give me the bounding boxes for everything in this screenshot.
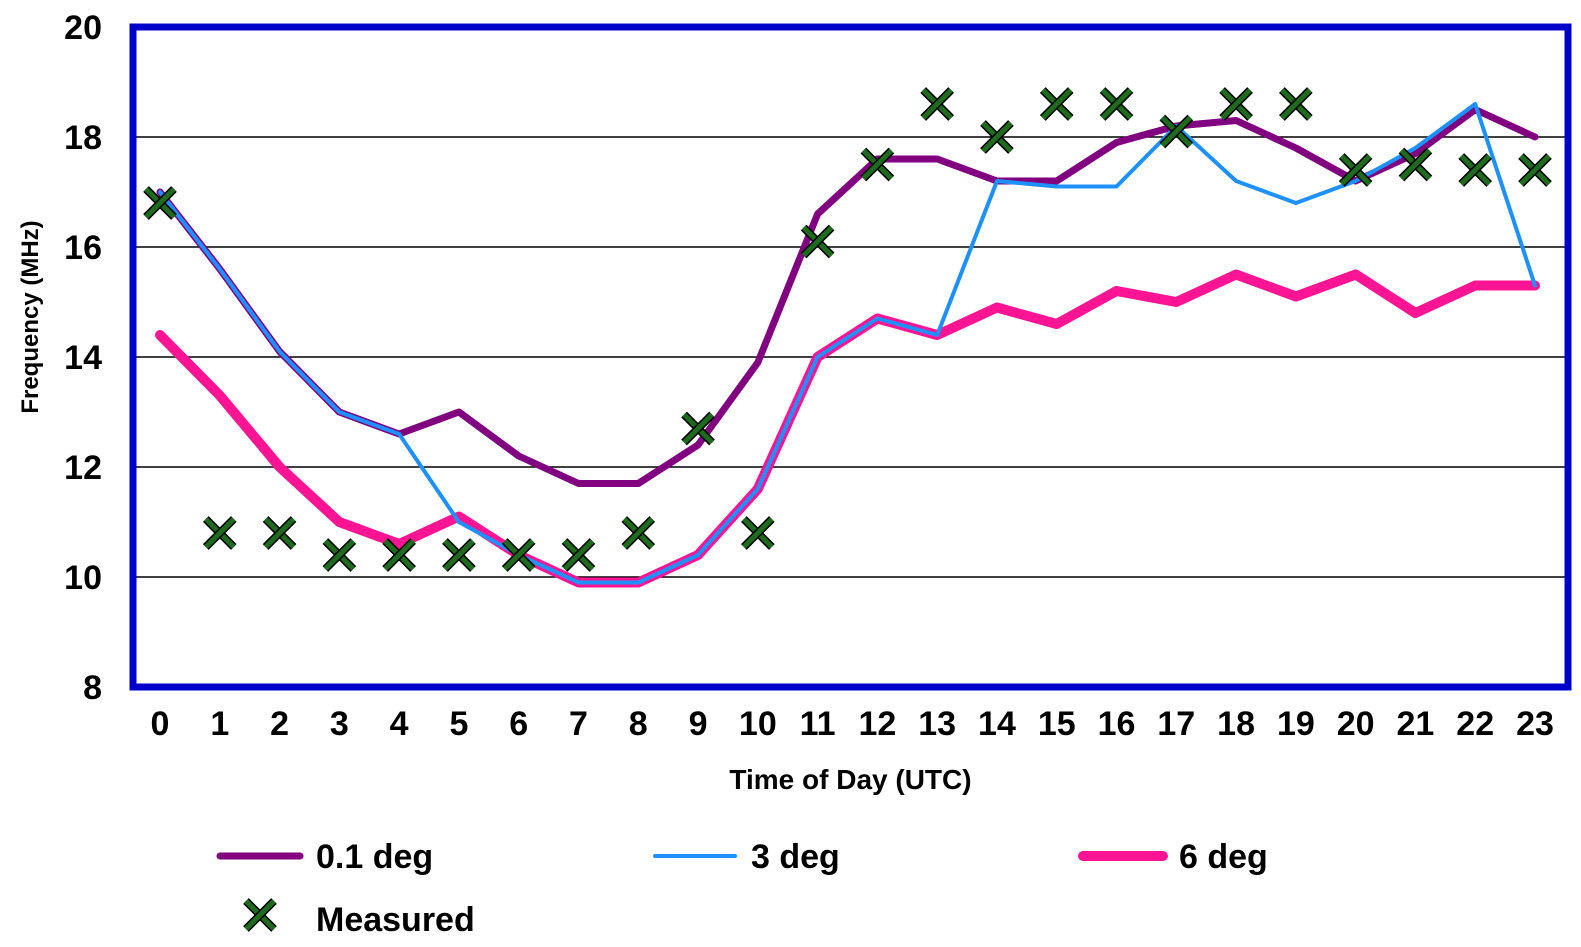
x-tick-label: 10: [739, 705, 777, 743]
x-tick-label: 13: [918, 705, 956, 743]
x-tick-label: 3: [330, 705, 349, 743]
x-tick-label: 4: [390, 705, 409, 743]
x-tick-label: 9: [689, 705, 708, 743]
legend-label: Measured: [316, 901, 475, 939]
measured-marker: [322, 538, 357, 572]
series-line-6-deg: [155, 269, 1540, 588]
measured-marker: [561, 538, 596, 572]
x-tick-label: 23: [1516, 705, 1554, 743]
legend-label: 0.1 deg: [316, 838, 433, 876]
measured-marker: [1039, 87, 1074, 121]
measured-marker: [740, 516, 775, 550]
measured-marker: [1099, 87, 1134, 121]
measured-marker: [262, 516, 297, 550]
x-tick-label: 8: [629, 705, 648, 743]
x-tick-label: 22: [1456, 705, 1494, 743]
x-axis-title: Time of Day (UTC): [729, 764, 971, 795]
x-tick-label: 0: [151, 705, 170, 743]
x-tick-label: 1: [210, 705, 229, 743]
plot-frame: [129, 23, 1572, 691]
legend-item: 0.1 deg: [216, 838, 433, 876]
y-tick-label: 8: [83, 669, 102, 707]
x-tick-label: 20: [1337, 705, 1375, 743]
series-layer: [155, 102, 1540, 588]
measured-marker: [621, 516, 656, 550]
measured-marker: [501, 538, 536, 572]
measured-marker: [202, 516, 237, 550]
gridlines: [133, 136, 1568, 578]
y-tick-label: 16: [64, 229, 102, 267]
series-line-3-deg: [158, 102, 1537, 585]
x-axis-ticks: 0 1 2 3 4 5 6 7 8 9 10 11 12 13 14 15 16 17 18 19 20 21 22 23: [151, 705, 1554, 743]
x-tick-label: 6: [509, 705, 528, 743]
measured-marker: [1279, 87, 1313, 121]
x-tick-label: 2: [270, 705, 289, 743]
legend-swatch: [243, 898, 277, 932]
x-tick-label: 11: [800, 705, 836, 743]
y-tick-label: 18: [64, 119, 102, 157]
y-tick-label: 14: [64, 339, 102, 377]
measured-marker: [860, 147, 895, 182]
measured-marker: [143, 186, 177, 220]
series-line-0-1-deg: [156, 106, 1539, 487]
x-tick-label: 21: [1397, 705, 1435, 743]
legend-item: 3 deg: [653, 838, 840, 876]
x-tick-label: 16: [1098, 705, 1136, 743]
legend-label: 3 deg: [751, 838, 840, 876]
legend-item: 6 deg: [1078, 838, 1268, 876]
y-axis-ticks: 8 10 12 14 16 18 20: [64, 9, 102, 707]
x-tick-label: 12: [858, 705, 896, 743]
measured-marker: [442, 538, 476, 572]
measured-marker: [1159, 114, 1194, 149]
measured-marker: [920, 87, 955, 121]
legend-label: 6 deg: [1179, 838, 1268, 876]
x-tick-label: 7: [569, 705, 588, 743]
measured-marker: [1458, 153, 1493, 187]
x-tick-label: 17: [1157, 705, 1195, 743]
measured-marker: [1518, 153, 1552, 187]
measured-marker: [382, 538, 416, 572]
x-tick-label: 19: [1277, 705, 1315, 743]
measured-marker: [980, 120, 1014, 154]
measured-marker: [1398, 147, 1433, 182]
measured-marker: [1338, 153, 1373, 187]
measured-marker: [800, 224, 835, 259]
x-tick-label: 18: [1217, 705, 1255, 743]
x-tick-label: 5: [449, 705, 468, 743]
y-tick-label: 10: [64, 559, 102, 597]
y-axis-title: Frequency (MHz): [17, 220, 44, 413]
legend: 0.1 deg 3 deg 6 deg Measured: [216, 838, 1268, 939]
marker-layer: [143, 87, 1552, 572]
legend-item: Measured: [243, 898, 475, 939]
y-tick-label: 20: [64, 9, 102, 47]
measured-marker: [681, 411, 715, 446]
x-tick-label: 15: [1038, 705, 1076, 743]
y-tick-label: 12: [64, 449, 102, 487]
x-tick-label: 14: [978, 705, 1016, 743]
measured-marker: [1219, 87, 1253, 121]
